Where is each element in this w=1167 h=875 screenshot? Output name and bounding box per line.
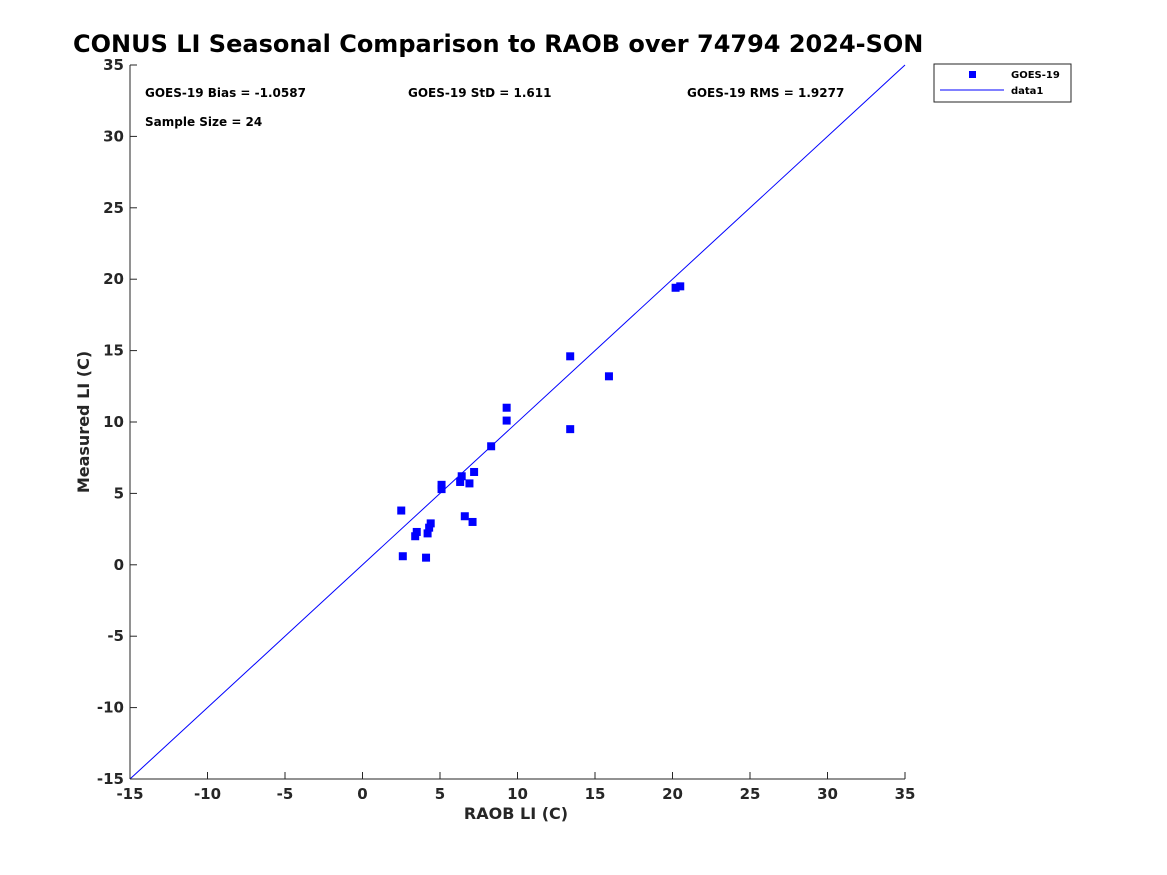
x-tick-label: 30 [817,785,838,803]
x-tick-label: 0 [357,785,367,803]
legend-box [933,63,1072,103]
y-tick-label: 10 [103,413,124,431]
y-tick-label: 15 [103,342,124,360]
data-point [468,517,477,526]
y-tick-label: -5 [107,627,124,645]
legend: GOES-19 data1 [933,63,1072,103]
data-point [412,527,421,536]
y-tick-label: 25 [103,199,124,217]
x-ticks: -15 -10 -5 0 5 10 15 20 25 30 35 [116,772,915,803]
y-tick-label: 35 [103,56,124,74]
data-point [426,519,435,528]
y-axis-label: Measured LI (C) [74,351,93,493]
rms-annotation: GOES-19 RMS = 1.9277 [687,86,844,100]
y-tick-label: -10 [97,699,124,717]
y-ticks: -15 -10 -5 0 5 10 15 20 25 30 35 [97,56,137,788]
std-annotation: GOES-19 StD = 1.611 [408,86,551,100]
data-point [437,485,446,494]
identity-line [129,64,906,780]
legend-label-goes19: GOES-19 [1011,70,1060,81]
y-tick-label: 0 [114,556,124,574]
data-point [502,416,511,425]
data-point [566,425,575,434]
y-tick-label: 5 [114,484,124,502]
sample-size-annotation: Sample Size = 24 [145,115,262,129]
data-point [437,480,446,489]
data-point [398,552,407,561]
data-point [423,529,432,538]
x-tick-label: 5 [435,785,445,803]
y-tick-label: 20 [103,270,124,288]
y-tick-label: 30 [103,127,124,145]
y-tick-label: -15 [97,770,124,788]
data-point [457,472,466,481]
data-point [465,479,474,488]
x-tick-label: 20 [662,785,683,803]
data-point [502,403,511,412]
legend-label-data1: data1 [1011,86,1043,97]
x-tick-label: 35 [895,785,916,803]
data-point [422,553,431,562]
legend-marker-square [969,71,976,78]
data-point [397,506,406,515]
x-tick-label: 10 [507,785,528,803]
chart-title: CONUS LI Seasonal Comparison to RAOB ove… [73,30,923,58]
data-point [566,352,575,361]
data-point [671,283,680,292]
x-tick-label: -15 [116,785,143,803]
x-tick-label: 25 [740,785,761,803]
bias-annotation: GOES-19 Bias = -1.0587 [145,86,306,100]
data-point [487,442,496,451]
data-point [676,282,685,291]
data-points [397,282,685,562]
x-tick-label: -5 [277,785,294,803]
data-point [460,512,469,521]
data-point [470,467,479,476]
x-tick-label: -10 [194,785,221,803]
data-point [604,372,613,381]
data-point [411,532,420,541]
data-point [425,523,434,532]
data-point [456,477,465,486]
x-axis-label: RAOB LI (C) [464,804,568,823]
x-tick-label: 15 [585,785,606,803]
